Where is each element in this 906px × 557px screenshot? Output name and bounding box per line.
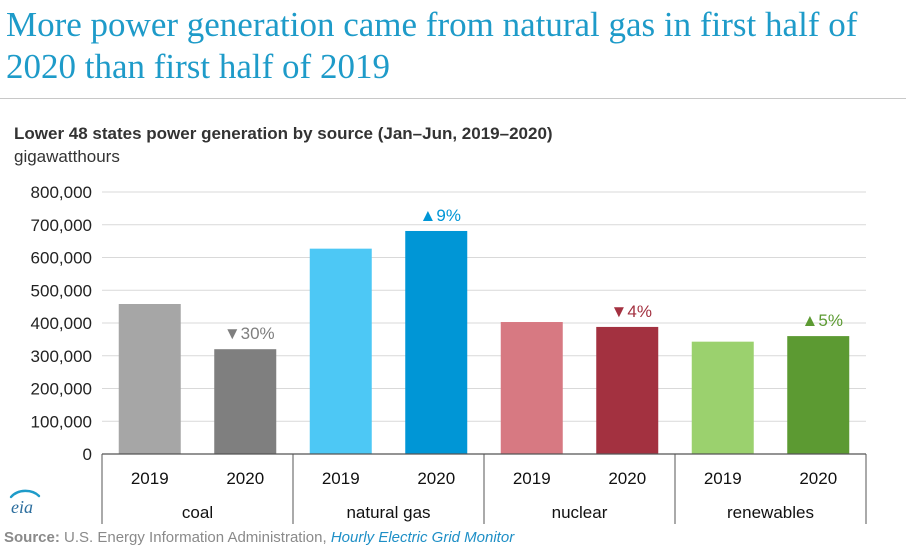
- bar-natural-gas-2020: [405, 230, 468, 454]
- change-percent: 30%: [241, 324, 275, 343]
- change-label: ▼30%: [224, 324, 275, 343]
- x-year-label: 2020: [417, 469, 455, 488]
- change-arrow-icon: ▼: [224, 324, 241, 343]
- source-label: Source:: [4, 529, 60, 546]
- y-tick-label: 100,000: [31, 412, 92, 431]
- y-tick-label: 500,000: [31, 281, 92, 300]
- bar-renewables-2020: [787, 336, 850, 454]
- eia-logo: eia: [9, 489, 41, 517]
- header-divider: [0, 98, 906, 99]
- x-year-label: 2020: [226, 469, 264, 488]
- change-arrow-icon: ▲: [802, 311, 819, 330]
- change-label: ▲9%: [420, 206, 461, 225]
- change-arrow-icon: ▲: [420, 206, 437, 225]
- source-link[interactable]: Hourly Electric Grid Monitor: [330, 529, 515, 546]
- change-label: ▲5%: [802, 311, 843, 330]
- y-tick-label: 300,000: [31, 347, 92, 366]
- x-year-label: 2020: [799, 469, 837, 488]
- x-group-label: coal: [182, 503, 213, 522]
- source-note: Source: U.S. Energy Information Administ…: [4, 529, 514, 546]
- y-axis-ticks: 800,000 700,000 600,000 500,000 400,000 300,0…: [31, 183, 92, 464]
- change-label: ▼4%: [611, 302, 652, 321]
- change-percent: 4%: [627, 302, 652, 321]
- logo-text: eia: [11, 497, 33, 517]
- bar-nuclear-2020: [596, 326, 659, 454]
- bar-chart: 800,000 700,000 600,000 500,000 400,000 300,0…: [31, 183, 867, 524]
- x-year-label: 2019: [131, 469, 169, 488]
- x-year-label: 2019: [513, 469, 551, 488]
- change-percent: 5%: [818, 311, 843, 330]
- x-group-label: nuclear: [552, 503, 608, 522]
- chart-units: gigawatthours: [14, 147, 120, 166]
- x-year-label: 2019: [322, 469, 360, 488]
- x-year-label: 2020: [608, 469, 646, 488]
- source-text: U.S. Energy Information Administration,: [59, 529, 331, 546]
- chart-title: Lower 48 states power generation by sour…: [14, 124, 553, 143]
- x-year-label: 2019: [704, 469, 742, 488]
- y-tick-label: 700,000: [31, 216, 92, 235]
- y-tick-label: 600,000: [31, 249, 92, 268]
- y-tick-label: 0: [83, 445, 92, 464]
- y-tick-label: 800,000: [31, 183, 92, 202]
- y-tick-label: 200,000: [31, 380, 92, 399]
- bar-coal-2020: [214, 349, 277, 454]
- x-group-label: renewables: [727, 503, 814, 522]
- bar-renewables-2019: [691, 341, 754, 454]
- bar-nuclear-2019: [500, 322, 563, 454]
- bar-coal-2019: [118, 304, 181, 454]
- y-tick-label: 400,000: [31, 314, 92, 333]
- change-labels: ▼30%▲9%▼4% ▲5%: [224, 206, 843, 343]
- change-percent: 9%: [436, 206, 461, 225]
- bar-natural-gas-2019: [309, 248, 372, 454]
- headline: More power generation came from natural …: [6, 5, 858, 86]
- change-arrow-icon: ▼: [611, 302, 628, 321]
- x-group-label: natural gas: [346, 503, 430, 522]
- bars: [118, 230, 850, 454]
